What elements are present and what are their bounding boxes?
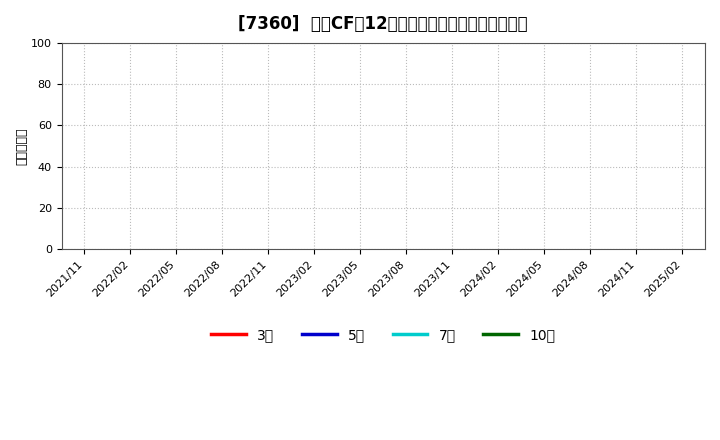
Y-axis label: （百万円）: （百万円） <box>15 127 28 165</box>
Legend: 3年, 5年, 7年, 10年: 3年, 5年, 7年, 10年 <box>206 323 561 348</box>
Title: [7360]  投資CFの12か月移動合計の標準偏差の推移: [7360] 投資CFの12か月移動合計の標準偏差の推移 <box>238 15 528 33</box>
